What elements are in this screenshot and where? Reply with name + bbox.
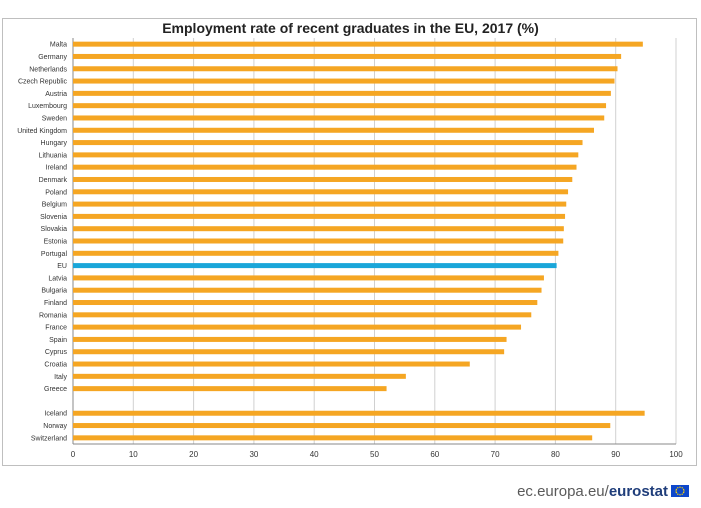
bar [73,423,611,429]
category-label: Poland [45,189,67,196]
category-label: France [45,325,67,332]
category-label: Estonia [44,239,67,246]
category-label: Spain [49,337,67,344]
x-tick-label: 40 [310,450,319,459]
bar [73,53,622,59]
category-label: Finland [44,300,67,307]
category-label: Norway [43,423,67,430]
bar [73,115,605,121]
bar [73,213,566,219]
bar [73,176,573,182]
eurostat-footer: ec.europa.eu/ eurostat [517,481,689,501]
bar [73,336,507,342]
bar [73,201,567,207]
category-label: Luxembourg [28,103,67,110]
category-label: Austria [45,91,67,98]
category-label: Germany [38,54,67,61]
bar [73,312,532,318]
bar [73,287,542,293]
category-label: Slovenia [40,214,67,221]
bar [73,78,615,84]
category-label: Portugal [41,251,68,258]
bar [73,386,387,392]
bar [73,41,643,47]
bar [73,66,618,72]
category-label: Switzerland [31,435,67,442]
x-tick-label: 30 [249,450,258,459]
x-tick-label: 90 [611,450,620,459]
bar [73,90,611,96]
category-label: Italy [54,374,67,381]
bar [73,250,559,256]
x-tick-label: 20 [189,450,198,459]
footer-domain: ec.europa.eu/ [517,482,609,500]
category-label: United Kingdom [17,128,67,135]
category-label: Netherlands [29,66,67,73]
category-label: Ireland [46,165,68,172]
bar [73,435,593,441]
x-tick-label: 0 [71,450,76,459]
x-tick-label: 60 [430,450,439,459]
bar [73,189,569,195]
bar [73,164,577,170]
bar [73,349,505,355]
bar [73,373,406,379]
x-tick-label: 70 [491,450,500,459]
x-tick-label: 80 [551,450,560,459]
bar [73,275,544,281]
category-label: Slovakia [41,226,68,233]
bar [73,140,583,146]
category-label: Romania [39,312,67,319]
category-label: Belgium [42,202,67,209]
category-label: Denmark [39,177,68,184]
category-label: Malta [50,42,67,49]
bar-eu-average [73,263,557,269]
footer-brand: eurostat [608,482,668,500]
x-tick-label: 10 [129,450,138,459]
category-label: Croatia [44,362,67,369]
bar [73,226,564,232]
x-tick-label: 100 [669,450,683,459]
category-label: Bulgaria [41,288,67,295]
category-label: Latvia [48,275,67,282]
category-label: Lithuania [39,152,68,159]
bar [73,361,470,367]
bar [73,103,607,109]
category-label: Sweden [42,115,67,122]
category-label: Czech Republic [18,79,68,86]
eu-flag-icon [671,485,689,497]
bar [73,410,645,416]
bar [73,127,594,133]
category-label: Hungary [41,140,68,147]
category-label: Iceland [44,411,67,418]
x-tick-label: 50 [370,450,379,459]
bar [73,300,538,306]
category-label: Greece [44,386,67,393]
bar [73,324,522,330]
bar [73,152,579,158]
bar [73,238,564,244]
chart-title: Employment rate of recent graduates in t… [162,20,539,36]
category-label: Cyprus [45,349,68,356]
category-label: EU [57,263,67,270]
